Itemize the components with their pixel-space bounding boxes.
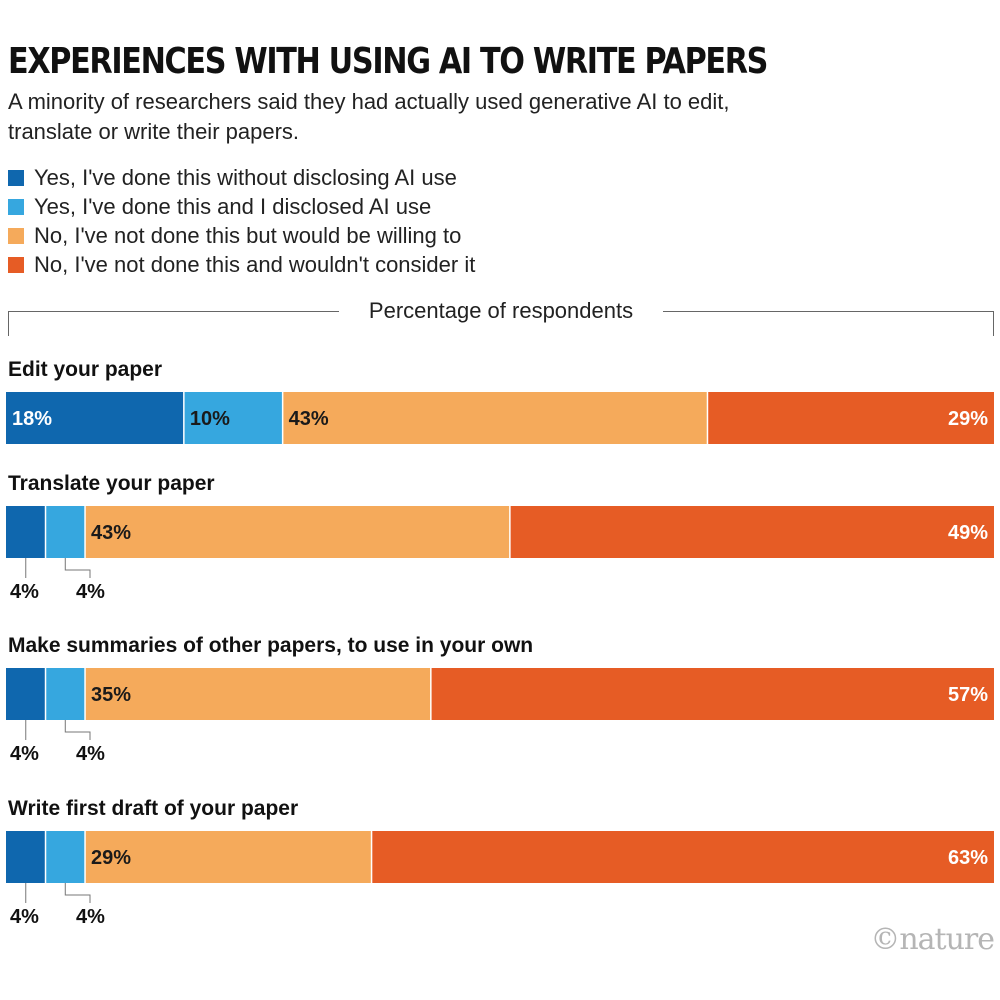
- legend-item-willing: No, I've not done this but would be will…: [8, 221, 475, 250]
- legend-label: No, I've not done this and wouldn't cons…: [34, 251, 476, 277]
- data-label: 43%: [289, 408, 329, 430]
- bar-segment: [45, 506, 86, 558]
- axis-bracket-right: [663, 311, 994, 336]
- data-label: 29%: [948, 408, 988, 430]
- bar-segment: [85, 668, 431, 720]
- category-label: Make summaries of other papers, to use i…: [8, 634, 533, 657]
- callout-line: [64, 883, 91, 903]
- legend: Yes, I've done this without disclosing A…: [8, 163, 475, 279]
- bar-segment: [85, 831, 372, 883]
- data-label: 4%: [10, 743, 39, 765]
- bar-segment: [6, 392, 184, 444]
- data-label: 57%: [948, 684, 988, 706]
- category-label: Edit your paper: [8, 358, 162, 381]
- bar-segment: [707, 392, 994, 444]
- bar-segment: [85, 506, 510, 558]
- data-label: 35%: [91, 684, 131, 706]
- category-label: Translate your paper: [8, 472, 215, 495]
- bar-segment: [45, 668, 86, 720]
- data-label: 4%: [10, 906, 39, 928]
- axis-bracket-left: [8, 311, 339, 336]
- bar-segment: [509, 506, 994, 558]
- legend-item-disclosed: Yes, I've done this and I disclosed AI u…: [8, 192, 475, 221]
- legend-label: Yes, I've done this without disclosing A…: [34, 164, 457, 190]
- data-label: 4%: [76, 743, 105, 765]
- data-label: 29%: [91, 847, 131, 869]
- callout-line: [64, 558, 91, 578]
- bar-segment: [183, 392, 283, 444]
- data-label: 49%: [948, 522, 988, 544]
- data-label: 63%: [948, 847, 988, 869]
- bar-segment: [282, 392, 708, 444]
- legend-swatch-dark-blue: [8, 169, 24, 186]
- bar-segment: [45, 831, 86, 883]
- bar-segment: [6, 506, 46, 558]
- axis-header: Percentage of respondents: [8, 296, 994, 336]
- category-label: Write first draft of your paper: [8, 797, 298, 820]
- legend-swatch-dark-orange: [8, 256, 24, 273]
- data-label: 10%: [190, 408, 230, 430]
- bar-segment: [430, 668, 995, 720]
- legend-item-undisclosed: Yes, I've done this without disclosing A…: [8, 163, 475, 192]
- legend-label: Yes, I've done this and I disclosed AI u…: [34, 193, 432, 219]
- chart-title: EXPERIENCES WITH USING AI TO WRITE PAPER…: [8, 41, 768, 82]
- legend-item-unwilling: No, I've not done this and wouldn't cons…: [8, 250, 475, 279]
- data-label: 4%: [76, 581, 105, 603]
- legend-swatch-light-orange: [8, 227, 24, 244]
- data-label: 4%: [10, 581, 39, 603]
- bar-segment: [6, 668, 46, 720]
- data-label: 18%: [12, 408, 52, 430]
- x-axis-label: Percentage of respondents: [368, 298, 634, 323]
- data-label: 43%: [91, 522, 131, 544]
- bar-segment: [371, 831, 994, 883]
- bar-segment: [6, 831, 46, 883]
- chart-subtitle: A minority of researchers said they had …: [8, 89, 730, 144]
- legend-label: No, I've not done this but would be will…: [34, 222, 462, 248]
- nature-credit: ©nature: [870, 922, 995, 957]
- legend-swatch-light-blue: [8, 198, 24, 215]
- data-label: 4%: [76, 906, 105, 928]
- callout-line: [64, 720, 91, 740]
